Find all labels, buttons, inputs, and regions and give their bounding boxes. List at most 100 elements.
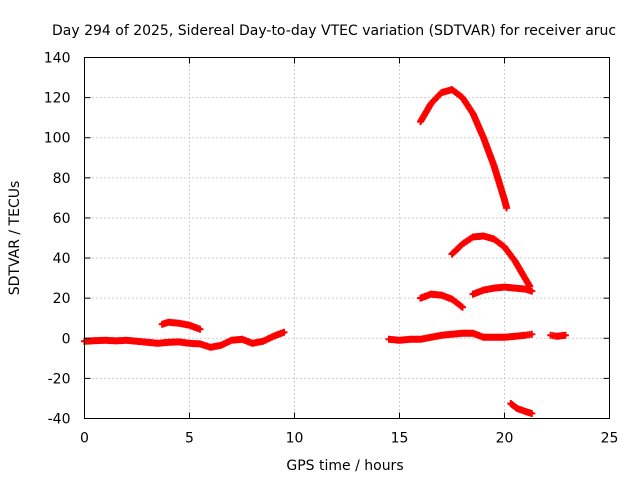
data-point [186,321,193,329]
y-tick-label: -20 [48,371,71,387]
data-point [144,338,151,346]
y-axis-label: SDTVAR / TECUs [7,181,23,296]
y-tick-label: 0 [62,331,71,347]
data-point [438,331,445,339]
data-point [459,240,466,248]
data-point [448,86,456,94]
data-point [522,407,529,415]
data-point [249,339,256,347]
data-point [480,232,487,240]
data-point [528,287,536,295]
data-point [501,243,508,251]
data-point [154,339,162,347]
x-tick-label: 10 [286,431,304,447]
data-point [196,325,204,333]
data-point [175,319,183,327]
data-point [480,286,487,294]
data-point [522,275,529,283]
data-point [417,294,424,302]
data-point [175,338,183,346]
data-point [501,196,508,204]
data-point [561,331,569,339]
data-point [417,335,424,343]
y-tick-label: 120 [44,91,71,107]
data-point [469,233,477,241]
data-point [448,295,456,303]
x-axis-label: GPS time / hours [286,458,403,474]
data-point [469,110,477,118]
data-point [503,204,511,212]
series-arc-1 [81,328,288,351]
series-arc-7 [469,283,536,298]
data-point [259,337,267,345]
data-point [522,331,529,339]
data-point [186,339,193,347]
data-point [427,333,435,341]
data-point [490,235,498,243]
data-point [511,332,519,340]
y-tick-label: 20 [53,291,71,307]
data-point [507,399,515,407]
data-point [528,409,536,417]
data-point [553,332,561,340]
data-point [459,303,466,311]
data-point [102,336,109,344]
data-point [513,404,521,412]
data-point [228,336,235,344]
data-point [459,329,466,337]
data-point [112,337,120,345]
data-point [165,318,172,326]
data-point [480,134,487,142]
data-point [501,333,508,341]
data-point [196,340,204,348]
plot-frame [84,57,610,419]
data-point [165,338,172,346]
series-arc-5 [448,232,534,290]
data-point [417,118,424,126]
data-point [469,329,477,337]
series-arc-6 [417,290,466,311]
data-point [490,162,498,170]
series-arc-2 [158,318,204,333]
data-point [396,336,403,344]
data-point [501,283,508,291]
data-point [270,332,277,340]
data-point [427,290,435,298]
data-point [207,343,214,351]
x-tick-label: 20 [496,431,514,447]
chart-title: Day 294 of 2025, Sidereal Day-to-day VTE… [52,23,616,39]
series-arc-9 [547,331,569,340]
x-tick-label: 0 [80,431,89,447]
series-arc-3 [385,329,536,344]
x-tick-label: 15 [391,431,409,447]
y-tick-label: 40 [53,251,71,267]
data-point [217,341,225,349]
ticks: 0 5 10 15 20 25 -40 -20 0 20 40 60 80 100 120 140 [44,51,619,447]
data-point [158,320,166,328]
data-point [511,257,519,265]
data-point [528,330,536,338]
data-point [438,89,445,97]
data-point [469,290,477,298]
y-tick-label: 100 [44,131,71,147]
data-point [490,284,498,292]
series-arc-8 [507,399,536,417]
data-point [448,330,456,338]
data-point [133,337,141,345]
grid [84,57,610,419]
data-layer [81,86,569,417]
data-point [522,285,529,293]
y-tick-label: 140 [44,51,71,67]
x-tick-label: 25 [601,431,619,447]
data-point [91,337,99,345]
y-tick-label: -40 [48,412,71,428]
data-point [480,333,487,341]
data-point [438,291,445,299]
data-point [406,335,414,343]
data-marker-fill [457,302,465,310]
data-point [547,331,555,339]
data-point [490,333,498,341]
y-tick-label: 80 [53,171,71,187]
data-point [385,335,393,343]
